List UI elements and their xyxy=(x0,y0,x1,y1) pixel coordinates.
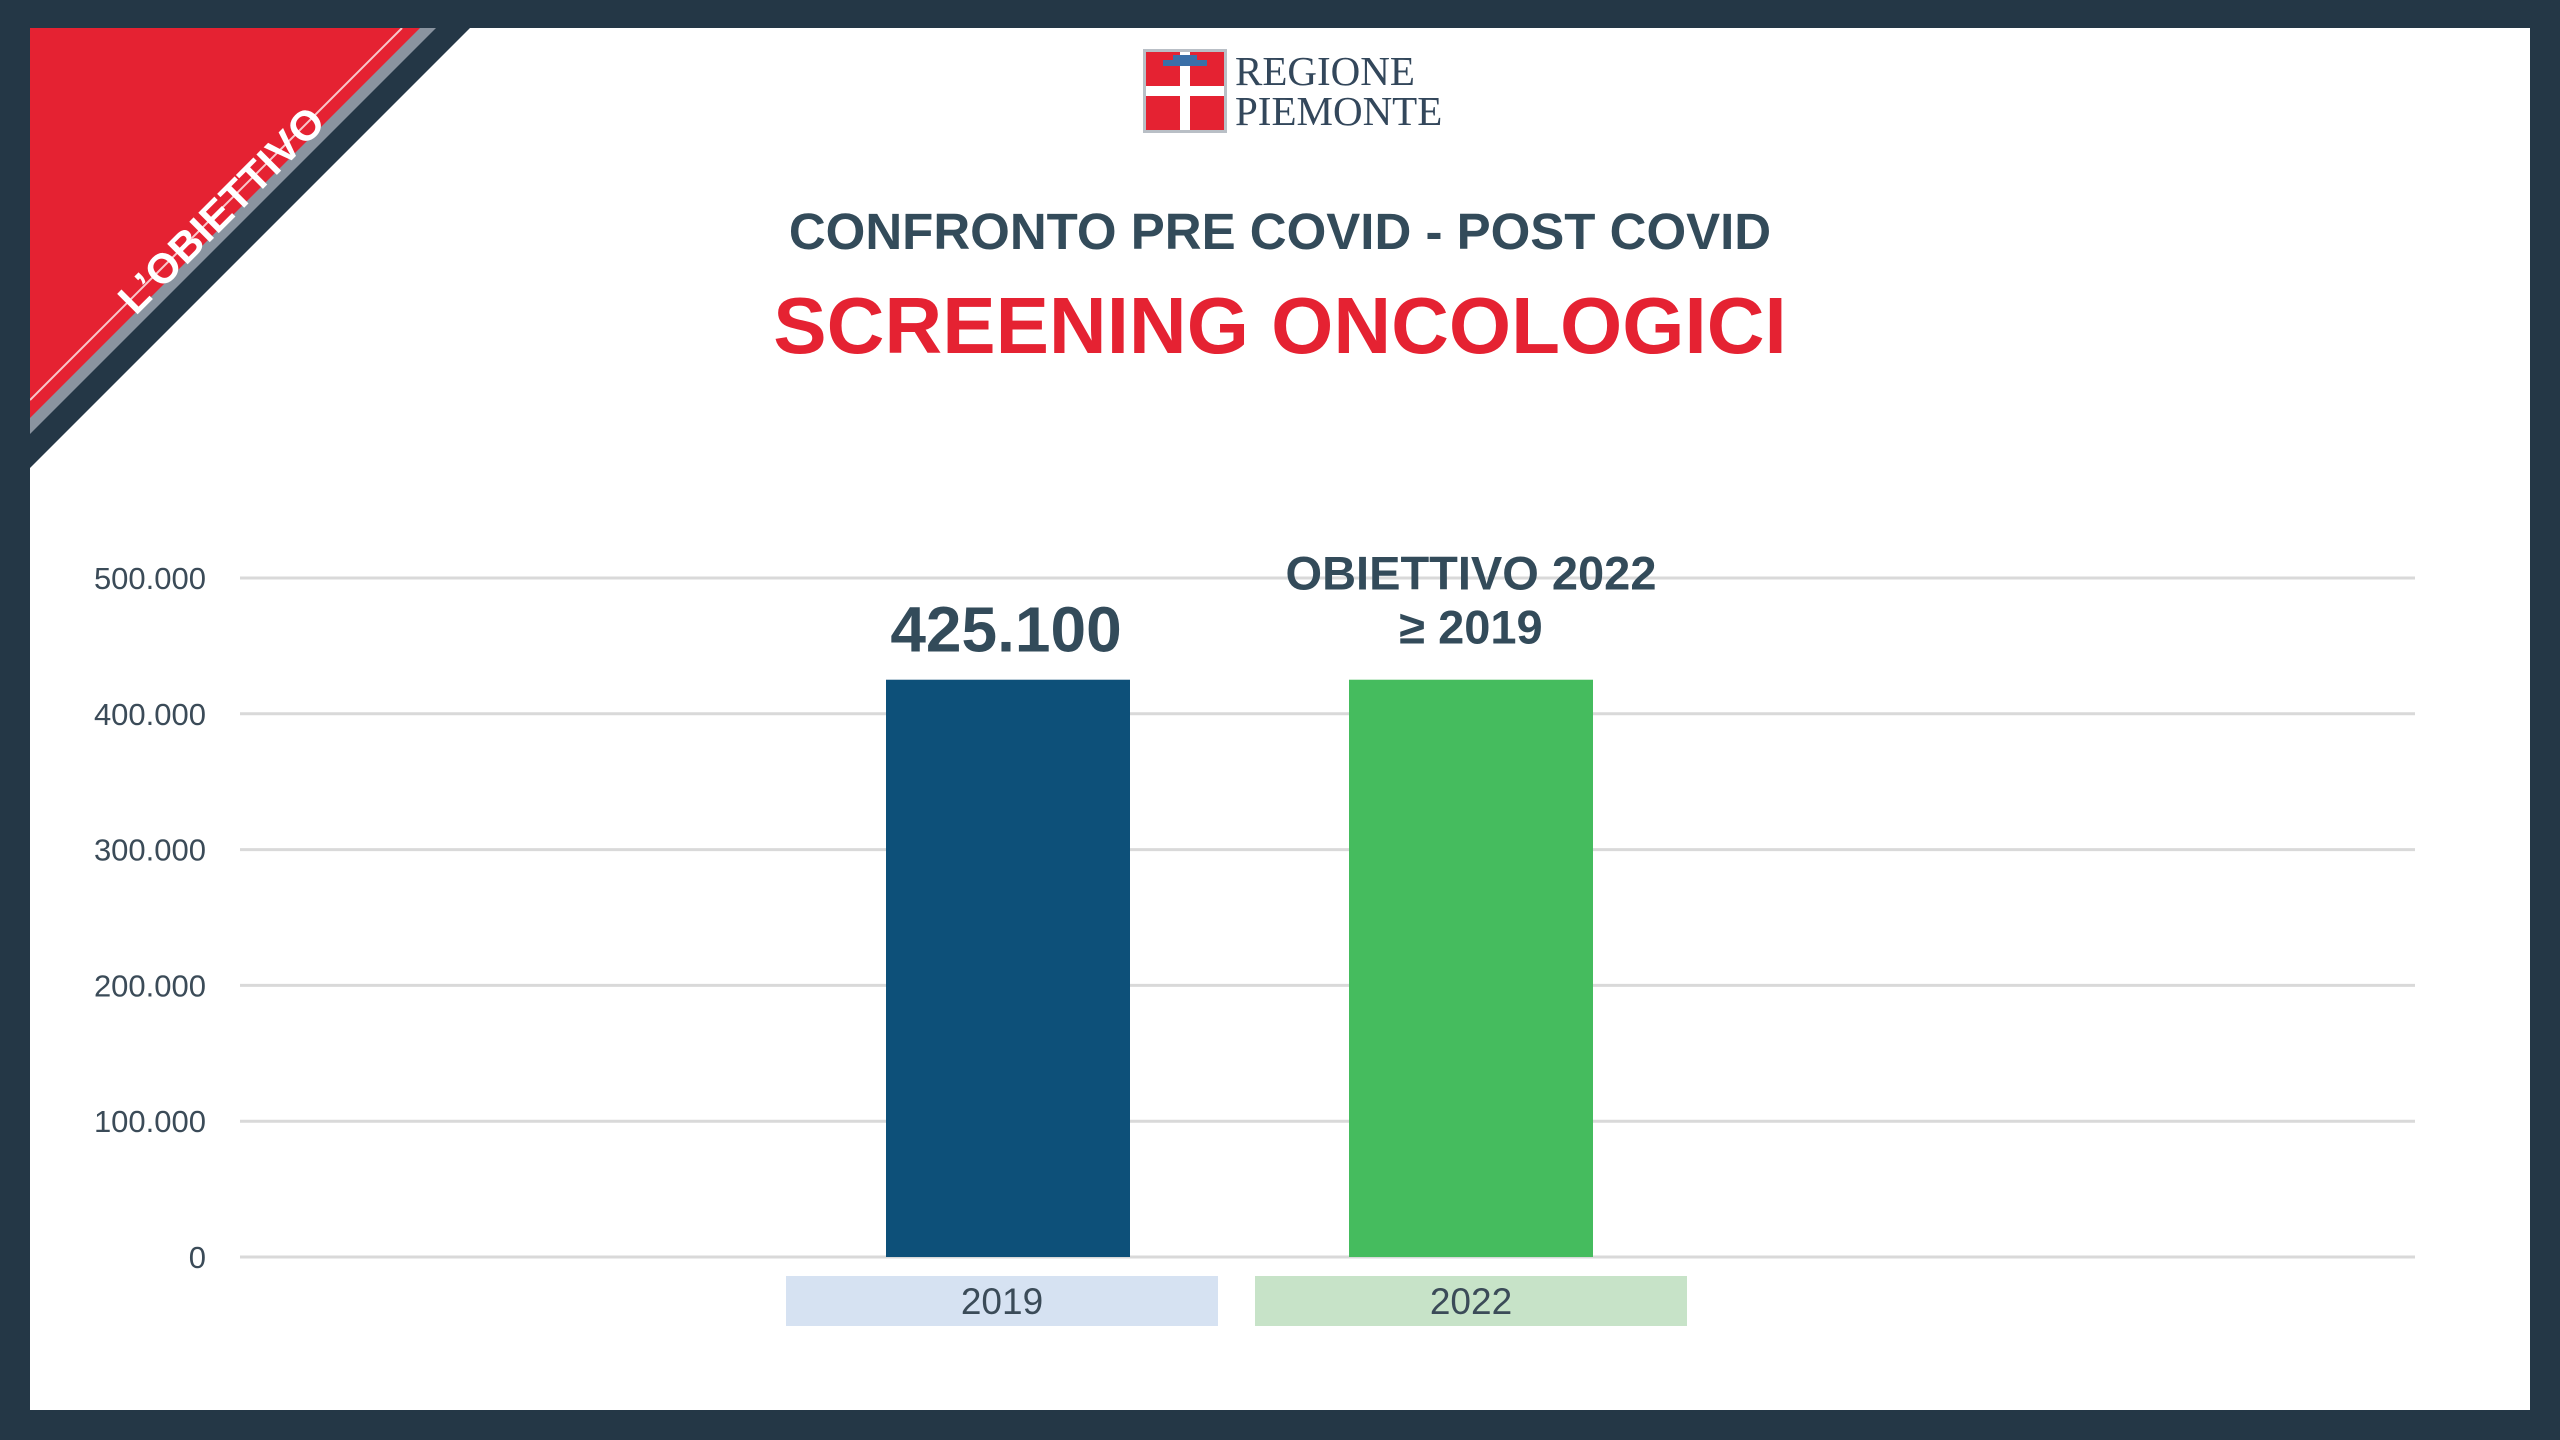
chart-data-labels: 425.100 OBIETTIVO 2022≥ 2019 xyxy=(890,547,1656,666)
y-tick-label: 300.000 xyxy=(94,833,206,868)
target-label-line-1: OBIETTIVO 2022 xyxy=(1286,547,1657,600)
category-label-background xyxy=(1255,1276,1687,1326)
target-label-line-2: ≥ 2019 xyxy=(1399,601,1542,654)
x-category-label: 2022 xyxy=(1430,1281,1512,1322)
bar-2022 xyxy=(1349,679,1593,1257)
y-tick-label: 0 xyxy=(189,1240,206,1275)
category-backgrounds: 2019 2022 xyxy=(786,1276,1687,1326)
region-emblem-icon xyxy=(1143,49,1227,133)
chart-gridlines xyxy=(240,576,2415,1259)
bar-chart: 0 100.000 200.000 300.000 400.000 500.000 201… xyxy=(94,547,2415,1326)
y-tick-label: 200.000 xyxy=(94,968,206,1003)
bar-2019 xyxy=(886,679,1130,1257)
subtitle: CONFRONTO PRE COVID - POST COVID xyxy=(788,203,1772,260)
slide: L’OBIETTIVO REGIONE PIEMONTE CONFRONTO P… xyxy=(30,28,2530,1410)
page-title: SCREENING ONCOLOGICI xyxy=(773,281,1787,370)
region-logo-text: REGIONE PIEMONTE xyxy=(1235,48,1445,134)
x-category-label: 2019 xyxy=(961,1281,1043,1322)
category-label-background xyxy=(786,1276,1218,1326)
logo-line-2: PIEMONTE xyxy=(1235,88,1443,134)
y-tick-label: 100.000 xyxy=(94,1104,206,1139)
y-tick-label: 400.000 xyxy=(94,697,206,732)
logo-line-1: REGIONE xyxy=(1235,48,1415,94)
y-axis: 0 100.000 200.000 300.000 400.000 500.000 xyxy=(94,561,206,1275)
data-label-2019: 425.100 xyxy=(890,594,1121,666)
y-tick-label: 500.000 xyxy=(94,561,206,596)
chart-bars xyxy=(886,679,1593,1257)
corner-ribbon xyxy=(30,28,470,468)
